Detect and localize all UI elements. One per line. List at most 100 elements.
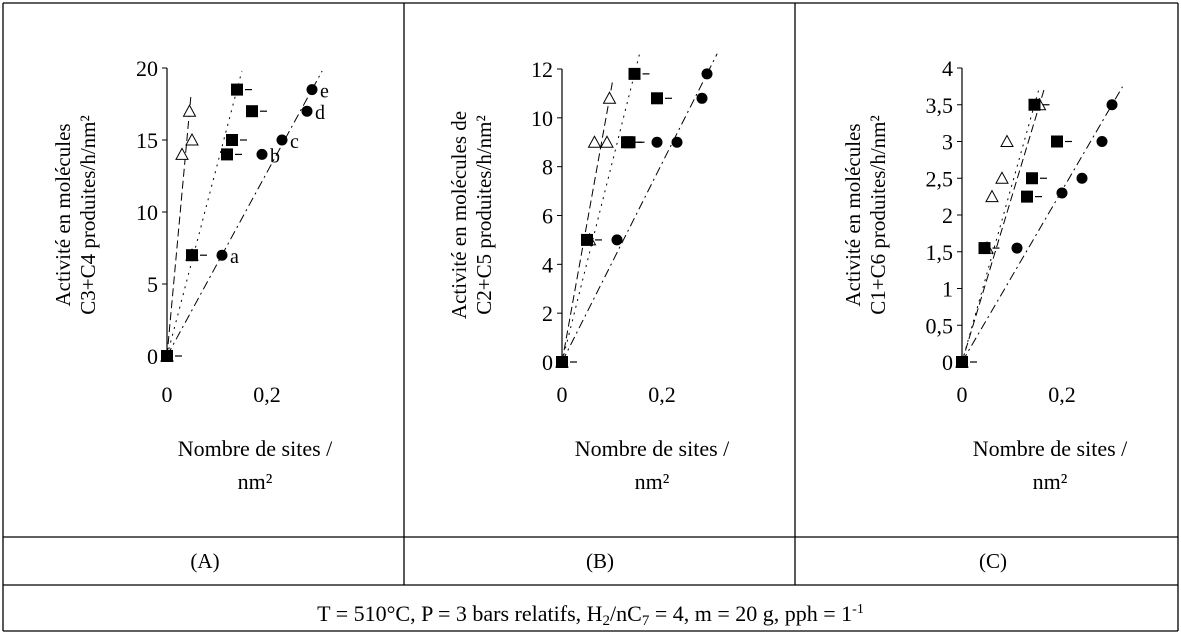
x-tick-label: 0 (957, 382, 968, 407)
data-point-square (623, 136, 636, 149)
data-point-circle (256, 148, 268, 160)
y-tick-label: 0,5 (926, 313, 954, 338)
data-point-circle (161, 350, 173, 362)
y-axis-label: C2+C5 produites/h/nm² (472, 115, 496, 315)
y-tick-label: 1 (942, 277, 953, 302)
chart-3: 0 0,5 1 1,5 2 2,5 3 3,5 4 0 0,2 Activité en molécul… (841, 56, 1128, 494)
data-point-square (651, 92, 663, 105)
data-point-triangle (185, 132, 199, 146)
data-point-square (246, 105, 258, 118)
y-axis-label: Activité en molécules de (447, 111, 471, 319)
data-point-square (221, 148, 233, 161)
y-axis-label: Activité en molécules (841, 123, 865, 306)
point-annotation: c (290, 131, 299, 153)
conditions-sub-1: 2 (602, 613, 611, 629)
y-tick-label: 4 (542, 252, 553, 277)
conditions-sup-1: -1 (852, 602, 864, 617)
trend-line (166, 94, 192, 357)
data-point-circle (1106, 99, 1118, 111)
conditions-text-1: T = 510°C, P = 3 bars relatifs, H (317, 601, 603, 626)
data-point-circle (556, 356, 568, 368)
y-tick-label: 15 (136, 128, 158, 153)
trend-line (561, 53, 641, 363)
y-tick-label: 0 (542, 350, 553, 375)
conditions-text-2: /nC (610, 601, 642, 626)
data-point-square (186, 249, 198, 262)
y-tick-label: 2,5 (926, 166, 954, 191)
point-annotation: b (270, 145, 280, 167)
data-point-circle (1076, 172, 1088, 184)
data-point-circle (611, 234, 623, 246)
trend-line (561, 79, 614, 363)
data-point-square (978, 242, 991, 255)
y-axis-label: C3+C4 produites/h/nm² (76, 115, 100, 315)
trend-line (166, 70, 323, 357)
x-tick-label: 0 (557, 382, 568, 407)
x-axis-label: nm² (1033, 469, 1068, 494)
y-tick-label: 0 (147, 344, 158, 369)
data-point-square (1051, 135, 1063, 148)
x-tick-label: 0,2 (648, 382, 676, 407)
x-axis-label: nm² (238, 469, 273, 494)
chart-1: 0 5 10 15 20 0 0,2 Activité en molécules C3+C4 p… (51, 56, 333, 494)
data-point-square (226, 134, 238, 146)
panel-label: (A) (190, 549, 219, 573)
y-tick-label: 2 (542, 301, 553, 326)
data-point-square (1028, 98, 1041, 111)
point-annotation: d (315, 102, 325, 124)
data-point-square (581, 233, 593, 246)
data-point-triangle (602, 91, 617, 104)
data-point-square (1021, 190, 1033, 203)
x-axis-label: nm² (635, 469, 670, 494)
data-point-circle (216, 249, 228, 261)
y-tick-label: 3,5 (926, 93, 954, 118)
x-tick-label: 0 (162, 382, 173, 407)
x-axis-label: Nombre de sites / (575, 436, 730, 461)
y-tick-label: 2 (942, 203, 953, 228)
data-point-triangle (985, 189, 999, 203)
x-axis-label: Nombre de sites / (973, 436, 1128, 461)
data-point-circle (696, 92, 708, 104)
trend-line (561, 53, 718, 363)
y-tick-label: 20 (136, 56, 158, 81)
data-point-triangle (600, 135, 614, 148)
data-point-circle (701, 68, 713, 80)
data-point-circle (276, 134, 288, 146)
panel-label: (C) (979, 549, 1007, 573)
data-point-triangle (182, 104, 197, 117)
chart-2: 0 2 4 6 8 10 12 0 0,2 Activité en molécules de C2+… (447, 53, 730, 494)
x-axis-label: Nombre de sites / (178, 436, 333, 461)
data-point-circle (306, 84, 318, 96)
data-point-circle (1011, 242, 1023, 254)
experimental-conditions: T = 510°C, P = 3 bars relatifs, H2/nC7 =… (0, 601, 1181, 630)
data-point-square (231, 83, 243, 96)
trend-line (961, 86, 1123, 363)
data-point-triangle (587, 135, 602, 148)
conditions-text-3: = 4, m = 20 g, pph = 1 (649, 601, 853, 626)
data-point-triangle (1000, 134, 1014, 147)
data-point-square (1026, 172, 1038, 185)
y-tick-label: 8 (542, 155, 553, 180)
point-annotation: e (320, 81, 329, 103)
data-point-circle (1096, 136, 1108, 147)
x-tick-label: 0,2 (253, 382, 281, 407)
data-point-circle (671, 136, 683, 148)
data-point-circle (1056, 187, 1068, 199)
data-point-circle (301, 105, 313, 117)
y-tick-label: 12 (531, 57, 553, 82)
point-annotation: a (230, 246, 239, 268)
y-tick-label: 4 (942, 56, 953, 81)
y-tick-label: 5 (147, 272, 158, 297)
y-tick-label: 3 (942, 130, 953, 155)
y-axis-label: C1+C6 produites/h/nm² (866, 115, 890, 315)
trend-line (961, 86, 1041, 363)
y-axis-label: Activité en molécules (51, 123, 75, 306)
data-point-square (628, 67, 641, 80)
data-point-triangle (995, 171, 1009, 184)
y-tick-label: 6 (542, 204, 553, 229)
data-point-circle (956, 356, 968, 368)
y-tick-label: 10 (136, 200, 158, 225)
